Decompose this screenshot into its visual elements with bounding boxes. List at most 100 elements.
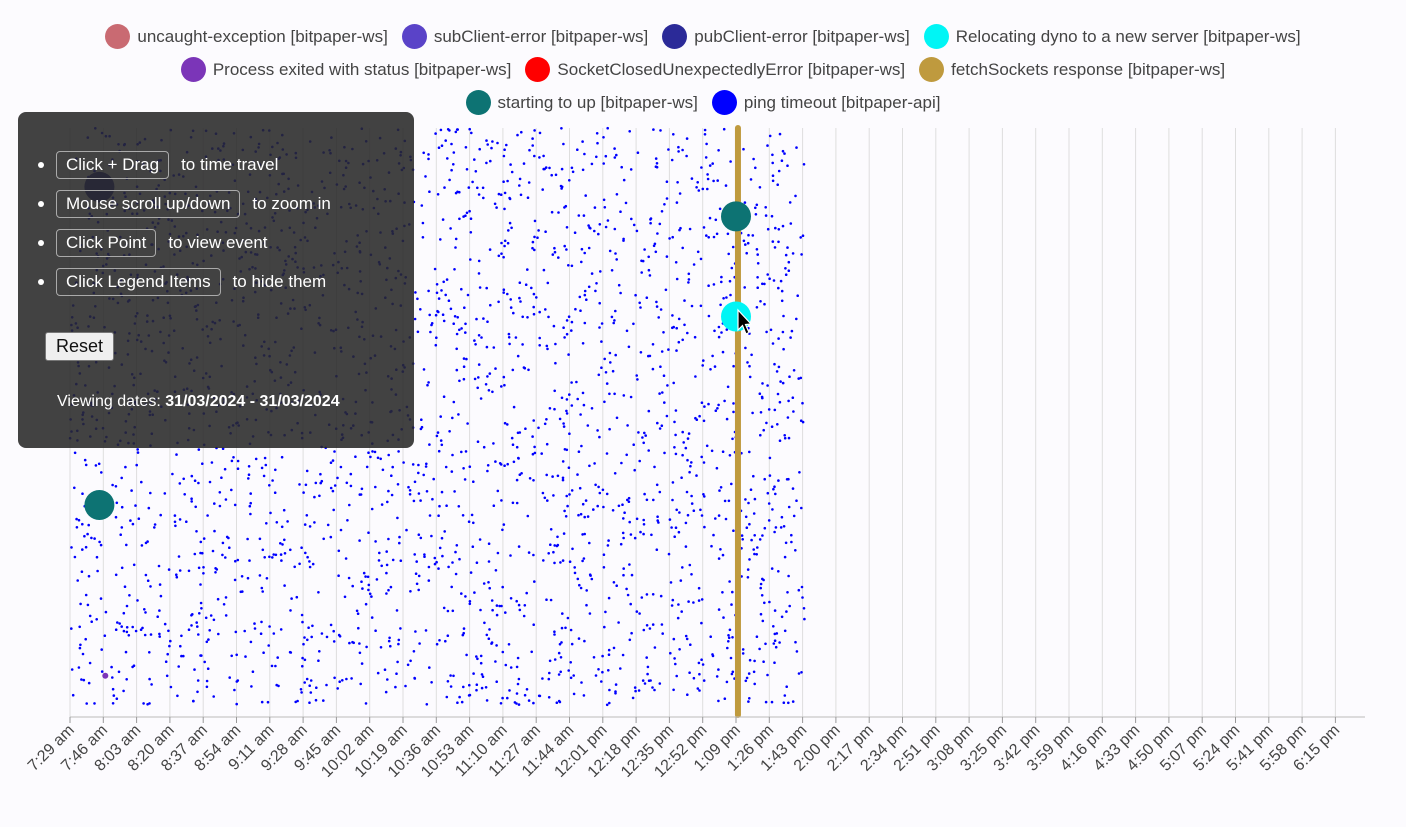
ping-timeout-point[interactable]	[722, 127, 726, 131]
ping-timeout-point[interactable]	[617, 621, 620, 624]
ping-timeout-point[interactable]	[551, 253, 555, 256]
ping-timeout-point[interactable]	[580, 681, 583, 684]
ping-timeout-point[interactable]	[702, 359, 705, 362]
ping-timeout-point[interactable]	[422, 368, 426, 371]
ping-timeout-point[interactable]	[752, 670, 756, 674]
ping-timeout-point[interactable]	[174, 524, 177, 528]
ping-timeout-point[interactable]	[778, 132, 782, 136]
ping-timeout-point[interactable]	[587, 285, 591, 289]
ping-timeout-point[interactable]	[700, 621, 703, 625]
ping-timeout-point[interactable]	[110, 665, 113, 669]
ping-timeout-point[interactable]	[649, 218, 652, 221]
ping-timeout-point[interactable]	[389, 644, 392, 648]
ping-timeout-point[interactable]	[479, 661, 483, 665]
ping-timeout-point[interactable]	[507, 332, 511, 336]
ping-timeout-point[interactable]	[643, 431, 646, 435]
ping-timeout-point[interactable]	[744, 498, 747, 501]
ping-timeout-point[interactable]	[442, 319, 446, 323]
ping-timeout-point[interactable]	[468, 209, 471, 213]
ping-timeout-point[interactable]	[431, 497, 434, 501]
ping-timeout-point[interactable]	[551, 475, 554, 478]
ping-timeout-point[interactable]	[652, 128, 655, 131]
ping-timeout-point[interactable]	[409, 659, 412, 663]
ping-timeout-point[interactable]	[301, 656, 304, 660]
ping-timeout-point[interactable]	[787, 399, 790, 403]
ping-timeout-point[interactable]	[472, 480, 475, 484]
ping-timeout-point[interactable]	[651, 367, 655, 371]
ping-timeout-point[interactable]	[435, 434, 439, 438]
ping-timeout-point[interactable]	[762, 428, 765, 432]
ping-timeout-point[interactable]	[570, 381, 573, 384]
ping-timeout-point[interactable]	[487, 581, 490, 584]
ping-timeout-point[interactable]	[516, 682, 520, 686]
ping-timeout-point[interactable]	[469, 217, 473, 220]
ping-timeout-point[interactable]	[689, 643, 692, 646]
ping-timeout-point[interactable]	[696, 687, 700, 690]
ping-timeout-point[interactable]	[414, 291, 417, 294]
ping-timeout-point[interactable]	[703, 133, 707, 136]
ping-timeout-point[interactable]	[744, 346, 747, 350]
ping-timeout-point[interactable]	[731, 437, 734, 441]
ping-timeout-point[interactable]	[765, 330, 768, 334]
ping-timeout-point[interactable]	[558, 642, 562, 646]
ping-timeout-point[interactable]	[542, 559, 545, 562]
ping-timeout-point[interactable]	[318, 650, 321, 653]
ping-timeout-point[interactable]	[568, 493, 571, 496]
ping-timeout-point[interactable]	[686, 458, 689, 462]
ping-timeout-point[interactable]	[417, 533, 421, 536]
ping-timeout-point[interactable]	[708, 164, 712, 167]
ping-timeout-point[interactable]	[462, 631, 466, 635]
ping-timeout-point[interactable]	[461, 514, 465, 517]
ping-timeout-point[interactable]	[381, 468, 385, 472]
ping-timeout-point[interactable]	[533, 235, 536, 239]
ping-timeout-point[interactable]	[746, 576, 750, 579]
ping-timeout-point[interactable]	[498, 604, 501, 608]
ping-timeout-point[interactable]	[338, 635, 342, 638]
ping-timeout-point[interactable]	[503, 148, 506, 151]
ping-timeout-point[interactable]	[206, 667, 210, 670]
ping-timeout-point[interactable]	[721, 553, 725, 557]
ping-timeout-point[interactable]	[605, 382, 609, 385]
ping-timeout-point[interactable]	[104, 610, 108, 614]
ping-timeout-point[interactable]	[487, 542, 491, 545]
ping-timeout-point[interactable]	[549, 528, 553, 531]
ping-timeout-point[interactable]	[197, 566, 201, 570]
ping-timeout-point[interactable]	[567, 264, 570, 267]
ping-timeout-point[interactable]	[751, 234, 755, 237]
ping-timeout-point[interactable]	[177, 555, 181, 558]
ping-timeout-point[interactable]	[606, 544, 610, 547]
ping-timeout-point[interactable]	[755, 553, 758, 556]
ping-timeout-point[interactable]	[140, 544, 144, 547]
ping-timeout-point[interactable]	[561, 559, 565, 562]
ping-timeout-point[interactable]	[190, 500, 193, 503]
ping-timeout-point[interactable]	[84, 593, 88, 597]
ping-timeout-point[interactable]	[642, 518, 645, 522]
ping-timeout-point[interactable]	[701, 663, 705, 666]
ping-timeout-point[interactable]	[397, 638, 401, 642]
ping-timeout-point[interactable]	[674, 261, 678, 264]
ping-timeout-point[interactable]	[553, 246, 556, 250]
ping-timeout-point[interactable]	[771, 153, 774, 157]
ping-timeout-point[interactable]	[753, 659, 756, 663]
ping-timeout-point[interactable]	[549, 598, 553, 602]
ping-timeout-point[interactable]	[717, 514, 721, 517]
ping-timeout-point[interactable]	[436, 193, 440, 196]
ping-timeout-point[interactable]	[720, 280, 723, 284]
ping-timeout-point[interactable]	[642, 628, 646, 632]
ping-timeout-point[interactable]	[398, 535, 401, 539]
ping-timeout-point[interactable]	[158, 635, 161, 638]
ping-timeout-point[interactable]	[583, 639, 586, 643]
ping-timeout-point[interactable]	[446, 157, 449, 160]
ping-timeout-point[interactable]	[627, 500, 631, 504]
ping-timeout-point[interactable]	[508, 221, 512, 225]
ping-timeout-point[interactable]	[728, 454, 732, 457]
ping-timeout-point[interactable]	[444, 293, 448, 297]
ping-timeout-point[interactable]	[590, 407, 594, 410]
ping-timeout-point[interactable]	[88, 661, 92, 665]
ping-timeout-point[interactable]	[764, 206, 767, 209]
ping-timeout-point[interactable]	[692, 509, 696, 512]
ping-timeout-point[interactable]	[598, 491, 602, 495]
ping-timeout-point[interactable]	[543, 422, 547, 426]
ping-timeout-point[interactable]	[797, 672, 801, 675]
ping-timeout-point[interactable]	[440, 289, 443, 292]
